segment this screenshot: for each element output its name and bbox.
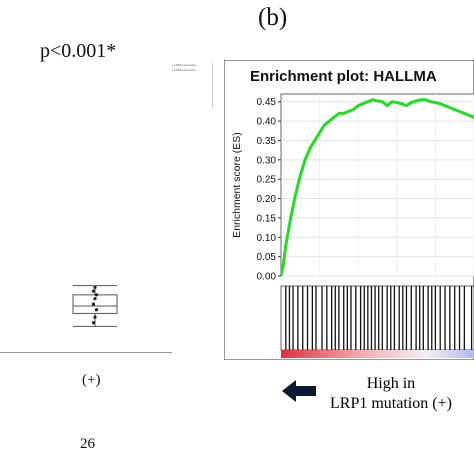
enrichment-y-axis-label: Enrichment score (ES) <box>231 132 243 238</box>
box-data-point <box>93 285 97 290</box>
enrichment-y-tick-label: 0.20 <box>257 194 277 205</box>
enrichment-y-tick-label: 0.25 <box>257 175 277 186</box>
box-data-point <box>94 293 99 297</box>
enrichment-plot-area <box>280 93 474 277</box>
enrichment-y-tick-label: 0.15 <box>257 213 277 224</box>
box-data-point <box>91 321 96 325</box>
box-data-point <box>91 289 96 293</box>
box-data-point <box>91 302 96 306</box>
enrichment-y-tick-label: 0.45 <box>257 97 277 108</box>
enrichment-y-tick-label: 0.00 <box>257 272 277 283</box>
ranked-list-gradient <box>281 350 474 358</box>
p-value-label: p<0.001* <box>40 40 117 62</box>
enrichment-y-tick-label: 0.05 <box>257 252 277 263</box>
high-in-line2: LRP1 mutation (+) <box>330 395 452 412</box>
box-data-point <box>94 308 99 312</box>
enrichment-y-tick-label: 0.35 <box>257 136 277 147</box>
enrichment-y-tick-label: 0.30 <box>257 155 277 166</box>
box-body <box>72 294 118 314</box>
left-arrow-icon <box>282 380 316 402</box>
enrichment-y-tick-label: 0.10 <box>257 233 277 244</box>
hits-panel <box>280 285 474 351</box>
box-plot-x-tick: (+) <box>82 372 101 388</box>
enrichment-plot-title: Enrichment plot: HALLMA <box>250 68 437 85</box>
legend-item-label: LRP1expression <box>173 63 196 67</box>
box-plot-legend: ▪ LRP1expression ▪ LRP1expression <box>172 63 213 109</box>
enrichment-score-line <box>281 98 474 277</box>
enrichment-plot: Enrichment plot: HALLMA 0.00 0.05 0.10 0.15 0… <box>224 60 474 360</box>
sample-count-label: 26 <box>80 436 95 452</box>
legend-item: ▪ LRP1expression <box>172 68 196 72</box>
high-in-line1: High in <box>366 375 416 392</box>
legend-item-label: LRP1expression <box>173 68 196 72</box>
enrichment-y-tick-label: 0.40 <box>257 117 277 128</box>
box-data-point <box>93 296 97 301</box>
box-data-point <box>93 315 97 319</box>
box-plot-x-axis <box>0 352 172 353</box>
high-in-label: High in LRP1 mutation (+) <box>330 374 452 414</box>
panel-label: (b) <box>258 4 288 31</box>
legend-item: ▪ LRP1expression <box>172 63 196 67</box>
